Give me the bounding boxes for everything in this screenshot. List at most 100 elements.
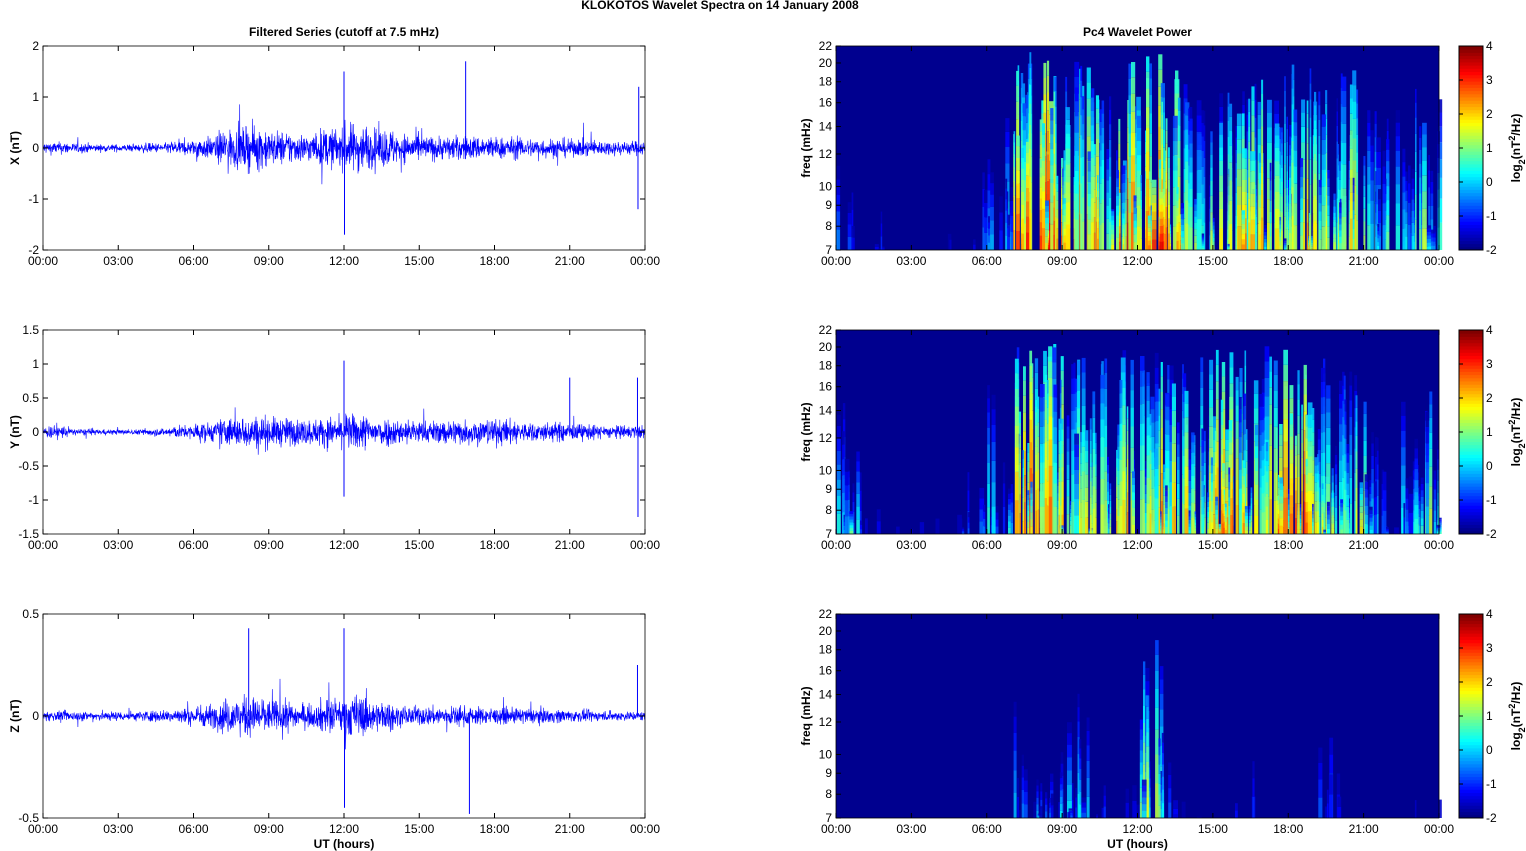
power-cell — [1264, 231, 1267, 236]
power-cell — [1194, 525, 1197, 529]
power-cell — [1059, 525, 1064, 527]
colorbar-swatch — [1459, 814, 1483, 819]
power-cell — [1177, 422, 1180, 434]
power-cell — [1333, 241, 1336, 250]
colorbar-swatch — [1459, 230, 1483, 235]
power-cell — [1306, 160, 1309, 179]
power-cell — [987, 159, 991, 175]
colorbar-label-sup: 2 — [1507, 136, 1517, 141]
power-cell — [1228, 442, 1233, 455]
power-cell — [1219, 106, 1224, 122]
power-cell — [1301, 491, 1303, 512]
power-cell — [1126, 492, 1129, 513]
power-cell — [1029, 350, 1033, 366]
power-cell — [1168, 157, 1170, 168]
power-cell — [1305, 415, 1308, 427]
power-cell — [1314, 457, 1319, 466]
power-cell — [1228, 482, 1231, 490]
power-cell — [1248, 177, 1251, 199]
power-cell — [1342, 385, 1345, 401]
colorbar-swatch — [1459, 508, 1483, 513]
power-cell — [990, 234, 994, 250]
power-cell — [1022, 116, 1026, 131]
power-cell — [1010, 493, 1013, 503]
power-cell — [1120, 372, 1126, 388]
x-tick-label: 03:00 — [896, 538, 926, 552]
colorbar-swatch — [1459, 330, 1483, 334]
colorbar-swatch — [1459, 757, 1483, 762]
power-cell — [874, 244, 879, 247]
power-cell — [1168, 179, 1170, 192]
power-cell — [1248, 515, 1252, 520]
power-cell — [1436, 528, 1441, 530]
power-cell — [1336, 198, 1338, 223]
colorbar-swatch — [1459, 240, 1483, 245]
power-cell — [1168, 774, 1172, 789]
power-cell — [961, 530, 965, 533]
power-cell — [1382, 510, 1387, 534]
power-cell — [1367, 136, 1371, 151]
power-cell — [1130, 426, 1134, 448]
power-cell — [1214, 462, 1217, 475]
power-cell — [1386, 118, 1389, 131]
y-tick-label: 18 — [819, 75, 833, 89]
power-cell — [1386, 149, 1390, 162]
power-cell — [1063, 235, 1068, 243]
power-cell — [1146, 128, 1150, 152]
power-cell — [1194, 516, 1197, 520]
y-tick-label: 22 — [819, 323, 833, 337]
power-cell — [1236, 226, 1242, 250]
power-cell — [1430, 193, 1434, 206]
power-cell — [1048, 439, 1053, 466]
power-cell — [1215, 364, 1219, 382]
power-cell — [1126, 418, 1129, 431]
power-cell — [1158, 126, 1163, 151]
power-cell — [1043, 78, 1047, 95]
power-cell — [1021, 218, 1025, 234]
power-cell — [1146, 417, 1150, 436]
colorbar-swatch — [1459, 100, 1483, 104]
power-cell — [1135, 804, 1140, 818]
power-cell — [1314, 491, 1319, 502]
power-cell — [1207, 506, 1210, 512]
power-cell — [1217, 530, 1222, 532]
power-cell — [1303, 501, 1307, 534]
power-cell — [1437, 480, 1439, 493]
power-cell — [1101, 113, 1105, 128]
power-cell — [1047, 440, 1049, 460]
power-cell — [1428, 205, 1430, 227]
power-cell — [1300, 158, 1304, 168]
power-cell — [1036, 779, 1039, 786]
power-cell — [1307, 441, 1313, 457]
power-cell — [1116, 187, 1119, 197]
power-cell — [1148, 413, 1152, 426]
power-cell — [1269, 236, 1272, 250]
power-cell — [1378, 211, 1381, 224]
power-cell — [1039, 177, 1042, 188]
power-cell — [1018, 411, 1021, 423]
colorbar-label-part: log — [1509, 448, 1523, 466]
power-cell — [1212, 514, 1217, 534]
power-cell — [1109, 157, 1112, 177]
power-cell — [1070, 525, 1072, 530]
power-cell — [1108, 513, 1111, 519]
power-cell — [1177, 177, 1181, 199]
power-cell — [1059, 407, 1062, 424]
power-cell — [1339, 224, 1342, 231]
power-cell — [1059, 527, 1064, 529]
power-cell — [1010, 484, 1013, 493]
power-cell — [1425, 443, 1429, 463]
power-cell — [1386, 161, 1390, 174]
power-cell — [1030, 487, 1033, 494]
power-cell — [1223, 516, 1226, 522]
power-cell — [859, 490, 862, 511]
power-cell — [1148, 188, 1151, 198]
power-cell — [1291, 88, 1294, 105]
power-cell — [1264, 225, 1267, 229]
power-cell — [1420, 483, 1424, 491]
power-cell — [1222, 513, 1225, 524]
power-cell — [1340, 503, 1344, 508]
power-cell — [1201, 452, 1204, 467]
colorbar-swatch — [1459, 144, 1483, 149]
power-cell — [1194, 198, 1198, 205]
